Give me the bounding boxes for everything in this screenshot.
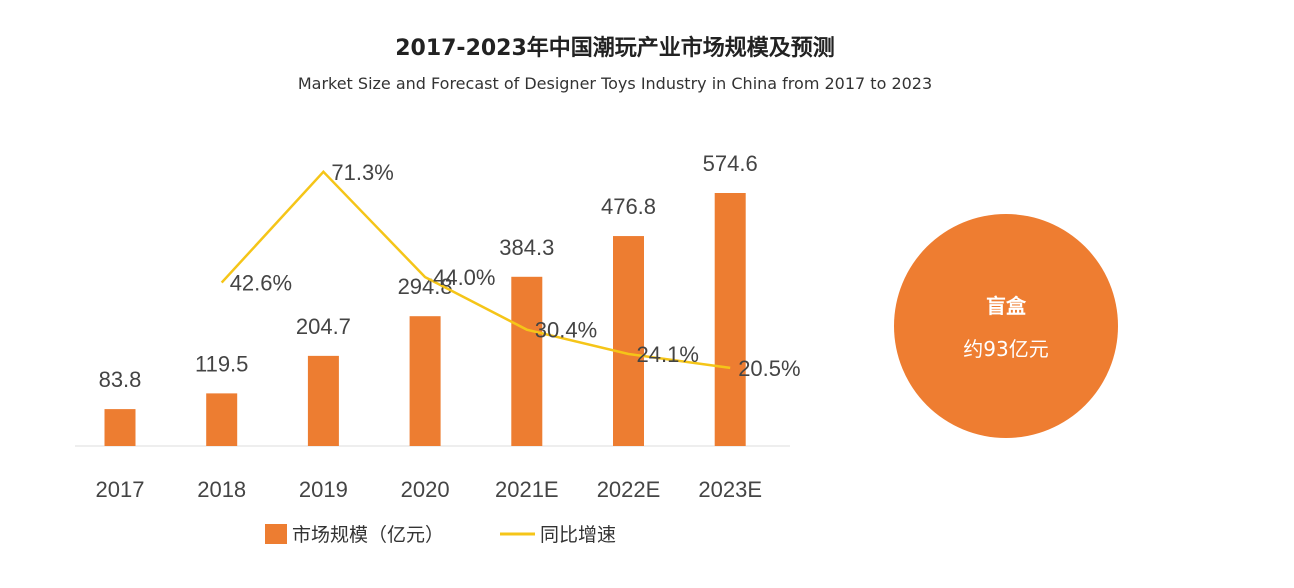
x-tick-2023E: 2023E (698, 477, 762, 502)
line-label-2019: 71.3% (331, 160, 393, 185)
bar-label-2019: 204.7 (296, 314, 351, 339)
bar-2017 (104, 409, 136, 446)
bar-label-2017: 83.8 (99, 367, 142, 392)
bar-2020 (409, 316, 441, 446)
legend-bar-swatch (265, 524, 287, 544)
x-tick-2020: 2020 (401, 477, 450, 502)
chart-plot: 83.82017119.52018204.72019294.82020384.3… (75, 151, 801, 546)
bar-label-2018: 119.5 (195, 351, 248, 376)
callout-value: 约93亿元 (963, 337, 1049, 361)
legend-bar-label: 市场规模（亿元） (292, 524, 444, 546)
x-tick-2019: 2019 (299, 477, 348, 502)
chart-title: 2017-2023年中国潮玩产业市场规模及预测 (395, 36, 835, 61)
line-label-2021E: 30.4% (535, 318, 597, 343)
chart-subtitle: Market Size and Forecast of Designer Toy… (297, 74, 933, 93)
bar-2021E (511, 276, 543, 446)
callout-label: 盲盒 (986, 294, 1026, 318)
bar-2018 (206, 393, 238, 446)
line-label-2018: 42.6% (230, 271, 292, 296)
growth-line (220, 169, 731, 370)
blind-box-callout: 盲盒 约93亿元 (894, 214, 1118, 438)
x-tick-2017: 2017 (96, 477, 145, 502)
line-label-2022E: 24.1% (637, 342, 699, 367)
legend-line-label: 同比增速 (540, 524, 616, 546)
bar-label-2023E: 574.6 (703, 151, 758, 176)
x-tick-2022E: 2022E (597, 477, 661, 502)
bar-label-2022E: 476.8 (601, 194, 656, 219)
line-label-2023E: 20.5% (738, 356, 800, 381)
bar-label-2021E: 384.3 (499, 235, 554, 260)
bar-2023E (714, 193, 746, 446)
line-label-2020: 44.0% (433, 265, 495, 290)
bar-2022E (613, 236, 644, 446)
x-tick-2021E: 2021E (495, 477, 559, 502)
x-tick-2018: 2018 (197, 477, 246, 502)
bar-2019 (307, 355, 339, 446)
